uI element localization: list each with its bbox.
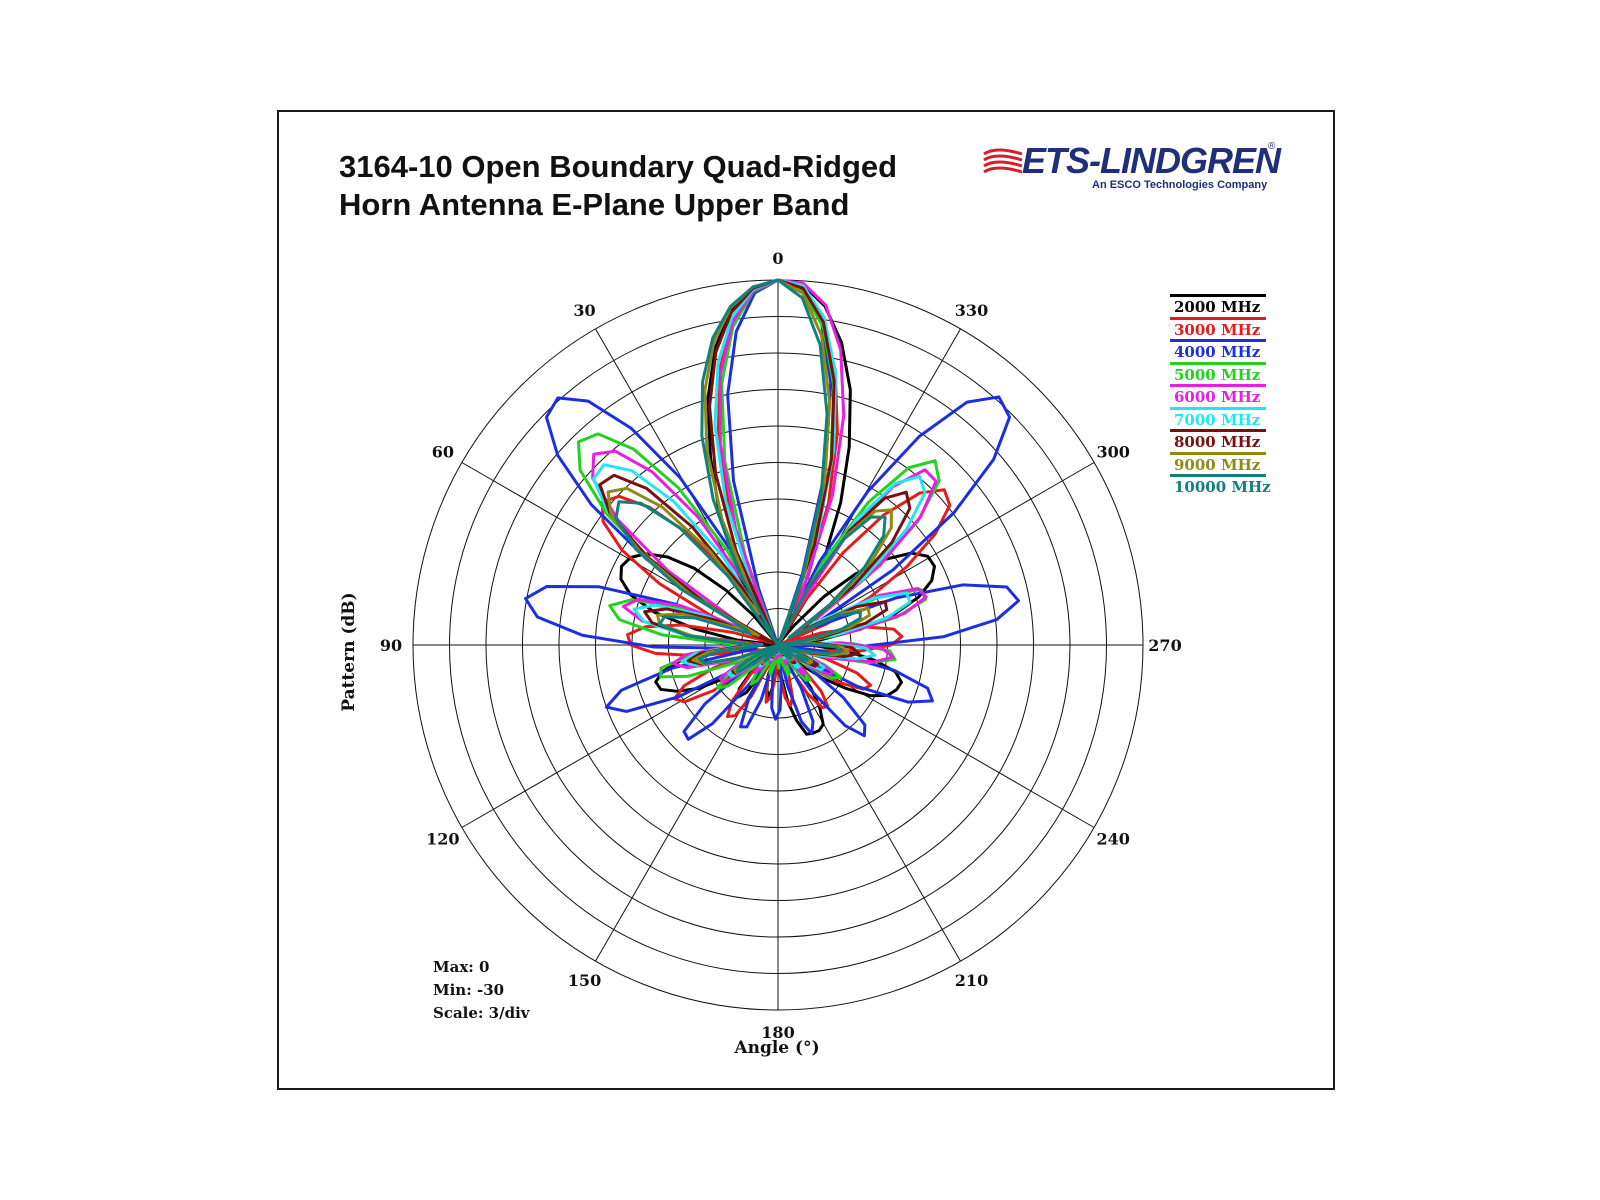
summary-scale: Scale: 3/div xyxy=(433,1004,530,1022)
legend-label: 10000 MHz xyxy=(1174,478,1271,496)
angle-tick-label: 120 xyxy=(426,830,459,849)
series-line xyxy=(614,278,887,674)
legend-swatch xyxy=(1170,406,1266,410)
legend-label: 3000 MHz xyxy=(1174,320,1261,339)
angle-tick-label: 300 xyxy=(1096,443,1129,462)
legend-item: 5000 MHz xyxy=(1170,361,1266,385)
legend-swatch xyxy=(1170,451,1266,455)
chart-title-line-1: 3164-10 Open Boundary Quad-Ridged xyxy=(339,149,898,184)
scale-summary: Max: 0 Min: -30 Scale: 3/div xyxy=(433,956,530,1025)
angle-tick-label: 270 xyxy=(1148,636,1181,655)
angle-tick-label: 210 xyxy=(955,971,988,990)
logo-tagline: An ESCO Technologies Company xyxy=(1092,179,1268,191)
legend-swatch xyxy=(1170,339,1266,342)
logo-swoosh-icon xyxy=(983,148,1023,174)
legend-swatch xyxy=(1170,384,1266,387)
angle-tick-label: 60 xyxy=(432,443,454,462)
legend-item: 4000 MHz xyxy=(1170,339,1266,362)
series-layer xyxy=(524,278,1021,741)
grid-spoke xyxy=(777,644,961,962)
angle-tick-label: 30 xyxy=(573,301,595,320)
legend-label: 6000 MHz xyxy=(1174,388,1261,406)
chart-title-line-2: Horn Antenna E-Plane Upper Band xyxy=(339,187,850,222)
legend-item: 2000 MHz xyxy=(1170,294,1266,317)
summary-max: Max: 0 xyxy=(433,958,490,976)
legend-item: 7000 MHz xyxy=(1170,406,1266,430)
legend-item: 9000 MHz xyxy=(1170,451,1266,475)
angle-tick-label: 180 xyxy=(761,1023,794,1042)
legend-label: 9000 MHz xyxy=(1174,455,1261,474)
angle-tick-labels: 0 30 60 90 120 150 180 210 240 270 300 330 xyxy=(380,249,1182,1042)
angle-tick-label: 150 xyxy=(568,971,601,990)
legend-label: 4000 MHz xyxy=(1174,343,1261,361)
grid-spoke xyxy=(595,644,779,962)
legend-item: 10000 MHz xyxy=(1170,474,1271,497)
legend-label: 5000 MHz xyxy=(1174,365,1261,384)
logo-wordmark: ETS-LINDGREN xyxy=(1022,140,1281,181)
summary-min: Min: -30 xyxy=(433,981,505,999)
angle-tick-label: 90 xyxy=(380,636,402,655)
legend-swatch xyxy=(1170,474,1266,477)
angle-tick-label: 240 xyxy=(1096,830,1129,849)
x-axis-label: Angle (°) xyxy=(733,1038,819,1058)
y-axis-label: Pattern (dB) xyxy=(339,592,359,711)
legend-item: 3000 MHz xyxy=(1170,316,1266,340)
legend: 2000 MHz 3000 MHz 4000 MHz 5000 MHz 6000 MHz… xyxy=(1170,294,1271,497)
angle-tick-label: 0 xyxy=(772,249,783,268)
logo-registered-mark: ® xyxy=(1268,141,1276,152)
legend-swatch xyxy=(1170,316,1266,320)
angle-tick-label: 330 xyxy=(955,301,988,320)
legend-label: 2000 MHz xyxy=(1174,298,1261,316)
legend-swatch xyxy=(1170,429,1266,432)
legend-label: 7000 MHz xyxy=(1174,410,1261,429)
legend-label: 8000 MHz xyxy=(1174,433,1261,451)
chart-title: 3164-10 Open Boundary Quad-Ridged Horn A… xyxy=(339,148,897,224)
legend-swatch xyxy=(1170,294,1266,297)
ets-lindgren-logo: ETS-LINDGREN ® An ESCO Technologies Comp… xyxy=(982,140,1282,198)
legend-swatch xyxy=(1170,361,1266,365)
legend-item: 8000 MHz xyxy=(1170,429,1266,452)
legend-item: 6000 MHz xyxy=(1170,384,1266,407)
